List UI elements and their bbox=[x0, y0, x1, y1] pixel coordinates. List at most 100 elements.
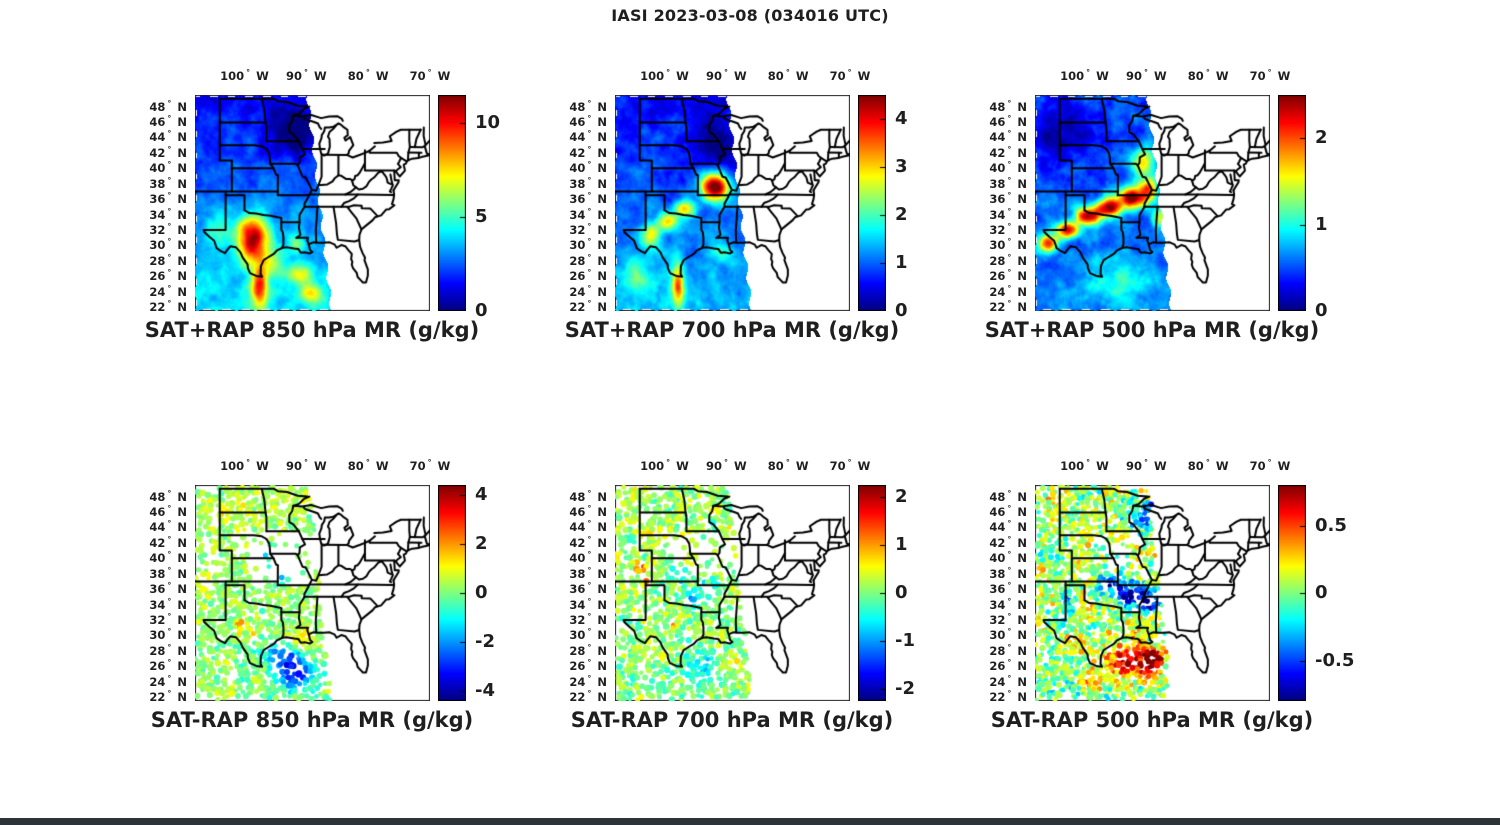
lat-tick-label: 38 ° N bbox=[989, 565, 1027, 581]
degree-symbol: ° bbox=[167, 504, 172, 513]
degree-symbol: ° bbox=[167, 596, 172, 606]
degree-symbol: ° bbox=[587, 129, 592, 139]
colorbar-tick-label: -2 bbox=[475, 631, 495, 653]
lon-tick-label: 100 ° W bbox=[640, 68, 689, 83]
colorbar-tick-label: 0 bbox=[895, 582, 908, 603]
panel-title-sat-plus-rap-850: SAT+RAP 850 hPa MR (g/kg) bbox=[144, 318, 480, 342]
degree-symbol: ° bbox=[587, 627, 592, 637]
degree-symbol: ° bbox=[1007, 488, 1012, 498]
degree-symbol: ° bbox=[1007, 283, 1012, 293]
degree-symbol: ° bbox=[167, 222, 172, 231]
colorbar-tick-label: 2 bbox=[895, 486, 908, 507]
lat-tick-label: 44 ° N bbox=[989, 129, 1027, 145]
degree-symbol: ° bbox=[167, 612, 172, 621]
lat-tick-label: 42 ° N bbox=[989, 144, 1027, 160]
lat-tick-label: 22 ° N bbox=[569, 689, 607, 705]
lat-tick-label: 24 ° N bbox=[149, 673, 187, 689]
degree-symbol: ° bbox=[303, 458, 308, 467]
lat-tick-label: 22 ° N bbox=[149, 689, 187, 705]
degree-symbol: ° bbox=[1007, 627, 1012, 637]
lon-tick-label: 90 ° W bbox=[1125, 458, 1167, 473]
lat-tick-label: 42 ° N bbox=[569, 534, 607, 550]
degree-symbol: ° bbox=[1086, 458, 1091, 467]
lon-tick-label: 90 ° W bbox=[705, 458, 747, 473]
lat-tick-label: 38 ° N bbox=[569, 565, 607, 581]
degree-symbol: ° bbox=[847, 68, 852, 77]
lat-tick-label: 48 ° N bbox=[989, 98, 1027, 114]
colorbar-tick-label: 1 bbox=[1315, 213, 1328, 235]
lat-tick-label: 38 ° N bbox=[569, 175, 607, 191]
degree-symbol: ° bbox=[1007, 565, 1012, 575]
degree-symbol: ° bbox=[167, 488, 172, 498]
degree-symbol: ° bbox=[167, 550, 172, 560]
degree-symbol: ° bbox=[167, 268, 172, 278]
degree-symbol: ° bbox=[587, 596, 592, 606]
degree-symbol: ° bbox=[587, 299, 592, 309]
lat-tick-label: 30 ° N bbox=[149, 237, 187, 253]
degree-symbol: ° bbox=[785, 68, 790, 77]
degree-symbol: ° bbox=[1143, 458, 1148, 467]
lat-tick-label: 24 ° N bbox=[569, 283, 607, 299]
lat-tick-label: 48 ° N bbox=[569, 98, 607, 114]
lon-tick-label: 80 ° W bbox=[347, 458, 389, 473]
degree-symbol: ° bbox=[1007, 160, 1012, 170]
degree-symbol: ° bbox=[587, 144, 592, 154]
lat-tick-label: 46 ° N bbox=[989, 114, 1027, 129]
panel-title-sat-minus-rap-500: SAT-RAP 500 hPa MR (g/kg) bbox=[990, 708, 1314, 732]
lat-tick-label: 22 ° N bbox=[989, 299, 1027, 315]
colorbar-sat-minus-rap-500 bbox=[1278, 485, 1306, 701]
degree-symbol: ° bbox=[587, 160, 592, 170]
lon-tick-label: 100 ° W bbox=[1060, 68, 1109, 83]
lon-tick-label: 100 ° W bbox=[220, 458, 269, 473]
lat-tick-label: 44 ° N bbox=[149, 129, 187, 145]
degree-symbol: ° bbox=[587, 191, 592, 201]
lat-tick-label: 26 ° N bbox=[989, 658, 1027, 674]
degree-symbol: ° bbox=[723, 68, 728, 77]
panel-sat-minus-rap-850: 100 ° W 90 ° W 80 ° W 70 ° W 48 ° N 46 ° N 44 ° N 42 ° … bbox=[125, 450, 528, 752]
lat-tick-label: 36 ° N bbox=[989, 191, 1027, 207]
colorbar-tick-label: -4 bbox=[475, 680, 495, 702]
bottom-window-edge bbox=[0, 818, 1500, 825]
degree-symbol: ° bbox=[1086, 68, 1091, 77]
degree-symbol: ° bbox=[1007, 299, 1012, 309]
panel-title-sat-plus-rap-700: SAT+RAP 700 hPa MR (g/kg) bbox=[564, 318, 900, 342]
degree-symbol: ° bbox=[1007, 114, 1012, 123]
colorbar-sat-plus-rap-700 bbox=[858, 95, 886, 311]
degree-symbol: ° bbox=[246, 68, 251, 77]
lon-tick-label: 70 ° W bbox=[829, 68, 871, 83]
colorbar-tick-label: 0.5 bbox=[1315, 514, 1347, 536]
lat-tick-label: 40 ° N bbox=[989, 160, 1027, 176]
degree-symbol: ° bbox=[587, 658, 592, 668]
lat-tick-label: 44 ° N bbox=[569, 129, 607, 145]
degree-symbol: ° bbox=[167, 252, 172, 262]
panel-sat-plus-rap-700: 100 ° W 90 ° W 80 ° W 70 ° W 48 ° N 46 ° N 44 ° N 42 ° … bbox=[545, 60, 948, 362]
lat-tick-label: 34 ° N bbox=[989, 206, 1027, 222]
degree-symbol: ° bbox=[167, 191, 172, 201]
degree-symbol: ° bbox=[167, 283, 172, 293]
degree-symbol: ° bbox=[1007, 252, 1012, 262]
degree-symbol: ° bbox=[847, 458, 852, 467]
lat-tick-label: 44 ° N bbox=[989, 519, 1027, 535]
lat-tick-label: 48 ° N bbox=[569, 488, 607, 504]
lat-tick-label: 42 ° N bbox=[149, 144, 187, 160]
lat-tick-label: 36 ° N bbox=[149, 581, 187, 597]
lat-tick-label: 34 ° N bbox=[989, 596, 1027, 612]
degree-symbol: ° bbox=[1007, 504, 1012, 513]
colorbar-tick-label: 0 bbox=[1315, 300, 1328, 321]
degree-symbol: ° bbox=[427, 68, 432, 77]
degree-symbol: ° bbox=[1007, 550, 1012, 560]
lat-tick-label: 24 ° N bbox=[989, 673, 1027, 689]
lon-tick-label: 80 ° W bbox=[1187, 458, 1229, 473]
degree-symbol: ° bbox=[1007, 596, 1012, 606]
lon-tick-label: 90 ° W bbox=[285, 68, 327, 83]
degree-symbol: ° bbox=[167, 206, 172, 216]
lat-tick-label: 28 ° N bbox=[989, 642, 1027, 658]
lon-tick-label: 90 ° W bbox=[285, 458, 327, 473]
degree-symbol: ° bbox=[303, 68, 308, 77]
degree-symbol: ° bbox=[365, 68, 370, 77]
colorbar-sat-minus-rap-850 bbox=[438, 485, 466, 701]
degree-symbol: ° bbox=[365, 458, 370, 467]
lon-tick-label: 100 ° W bbox=[220, 68, 269, 83]
degree-symbol: ° bbox=[167, 519, 172, 529]
degree-symbol: ° bbox=[723, 458, 728, 467]
